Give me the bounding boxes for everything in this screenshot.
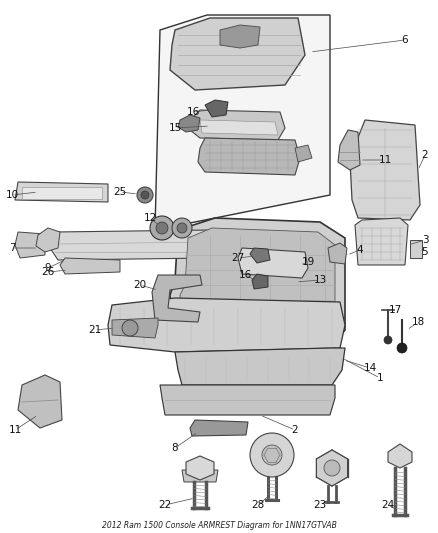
Text: 26: 26: [41, 267, 55, 277]
Polygon shape: [112, 318, 158, 338]
Text: 13: 13: [313, 275, 327, 285]
Circle shape: [150, 216, 174, 240]
Text: 16: 16: [238, 270, 251, 280]
Text: 5: 5: [422, 247, 428, 257]
Text: 25: 25: [113, 187, 127, 197]
Text: 2: 2: [422, 150, 428, 160]
Circle shape: [137, 187, 153, 203]
Circle shape: [177, 223, 187, 233]
Polygon shape: [198, 138, 300, 175]
Text: 18: 18: [411, 317, 424, 327]
Polygon shape: [170, 18, 305, 90]
Text: 7: 7: [9, 243, 15, 253]
Polygon shape: [60, 258, 120, 274]
Text: 12: 12: [143, 213, 157, 223]
Text: 6: 6: [402, 35, 408, 45]
Text: 11: 11: [8, 425, 21, 435]
Polygon shape: [295, 145, 312, 162]
Circle shape: [141, 191, 149, 199]
Polygon shape: [252, 274, 268, 289]
Text: 17: 17: [389, 305, 402, 315]
Polygon shape: [205, 100, 228, 117]
Polygon shape: [155, 15, 330, 230]
Circle shape: [250, 433, 294, 477]
Polygon shape: [50, 230, 215, 260]
Text: 9: 9: [45, 263, 51, 273]
Circle shape: [262, 445, 282, 465]
Polygon shape: [22, 187, 102, 199]
Text: 21: 21: [88, 325, 102, 335]
Polygon shape: [316, 450, 348, 486]
Text: 15: 15: [168, 123, 182, 133]
Polygon shape: [328, 243, 347, 264]
Circle shape: [156, 222, 168, 234]
Polygon shape: [180, 228, 335, 347]
Text: 10: 10: [5, 190, 18, 200]
Text: 3: 3: [422, 235, 428, 245]
Polygon shape: [186, 456, 214, 480]
Text: 4: 4: [357, 245, 363, 255]
Circle shape: [397, 343, 407, 353]
Text: 24: 24: [381, 500, 395, 510]
Polygon shape: [200, 120, 278, 135]
Text: 1: 1: [377, 373, 383, 383]
Polygon shape: [160, 385, 335, 415]
Text: 2: 2: [292, 425, 298, 435]
Polygon shape: [238, 248, 308, 278]
Polygon shape: [15, 232, 45, 258]
Text: 16: 16: [187, 107, 200, 117]
Text: 11: 11: [378, 155, 392, 165]
Polygon shape: [15, 182, 108, 202]
Text: 2012 Ram 1500 Console ARMREST Diagram for 1NN17GTVAB: 2012 Ram 1500 Console ARMREST Diagram fo…: [102, 521, 336, 529]
Circle shape: [384, 336, 392, 344]
Circle shape: [324, 460, 340, 476]
Text: 8: 8: [172, 443, 178, 453]
Circle shape: [172, 218, 192, 238]
Polygon shape: [190, 420, 248, 436]
Polygon shape: [350, 120, 420, 220]
Text: 14: 14: [364, 363, 377, 373]
Polygon shape: [410, 240, 422, 258]
Polygon shape: [182, 470, 218, 482]
Text: 19: 19: [301, 257, 314, 267]
Circle shape: [122, 320, 138, 336]
Polygon shape: [388, 444, 412, 468]
Polygon shape: [338, 130, 360, 170]
Polygon shape: [178, 115, 200, 132]
Polygon shape: [190, 110, 285, 140]
Polygon shape: [108, 298, 345, 352]
Text: 23: 23: [313, 500, 327, 510]
Polygon shape: [18, 375, 62, 428]
Polygon shape: [355, 218, 408, 265]
Polygon shape: [220, 25, 260, 48]
Polygon shape: [250, 248, 270, 263]
Polygon shape: [170, 218, 345, 355]
Polygon shape: [36, 228, 60, 252]
Text: 27: 27: [231, 253, 245, 263]
Text: 28: 28: [251, 500, 265, 510]
Polygon shape: [175, 348, 345, 385]
Polygon shape: [152, 275, 202, 322]
Text: 20: 20: [134, 280, 147, 290]
Text: 22: 22: [159, 500, 172, 510]
